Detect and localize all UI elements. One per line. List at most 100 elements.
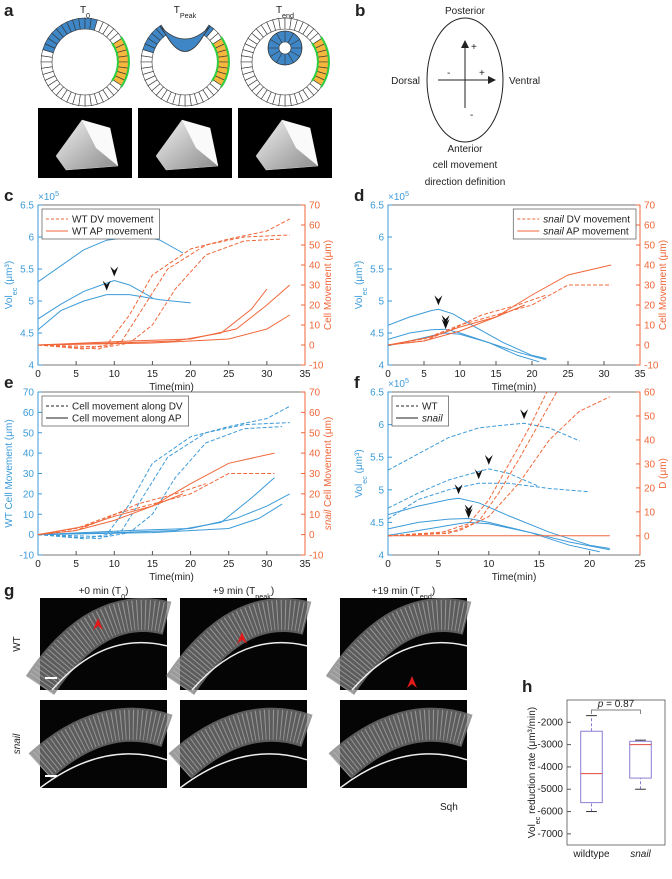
y-tick-label: 6.5: [370, 201, 384, 212]
cell: [240, 61, 253, 69]
y2-tick-label: 40: [309, 449, 321, 460]
line: [38, 473, 275, 536]
line: [38, 477, 275, 536]
text-part: 0: [86, 11, 90, 20]
y-tick-label: -6000: [537, 807, 563, 818]
y2-tick-label: 20: [309, 301, 321, 312]
text-part: peak: [255, 592, 271, 601]
y-tick-label: -2000: [537, 717, 563, 728]
text-part: DV movement: [564, 215, 630, 226]
line: [38, 234, 290, 350]
line: [388, 517, 610, 551]
x-tick-label: 10: [109, 369, 121, 380]
y2-axis-label: Cell Movement (μm): [323, 240, 334, 330]
x-tick-label: 10: [109, 559, 121, 570]
y2-tick-label: 30: [644, 459, 656, 470]
y-tick-label: 5.5: [20, 265, 34, 276]
peak-arrow: [484, 454, 493, 465]
tissue: [328, 707, 473, 779]
x-tick-label: 25: [223, 559, 235, 570]
y2-tick-label: 60: [309, 221, 321, 232]
direction-label: Dorsal: [391, 76, 420, 87]
text-part: +9 min (T: [213, 586, 256, 597]
y-tick-label: -10: [20, 551, 35, 562]
text-part: (μm³): [4, 261, 15, 288]
y2-tick-label: 40: [309, 261, 321, 272]
legend-label: WT AP movement: [72, 227, 152, 238]
plot-frame: [566, 699, 666, 846]
text-part: ec: [360, 287, 369, 295]
cell-edge: [270, 39, 280, 46]
x-tick-label: 25: [562, 369, 574, 380]
line: [388, 308, 547, 360]
legend-box: [512, 208, 637, 240]
x-tick-label: 0: [385, 369, 391, 380]
y-tick-label: 4: [378, 361, 384, 372]
y-tick-label: 4.5: [370, 329, 384, 340]
x-axis-label: Time(min): [492, 572, 537, 583]
text-part: Vol: [527, 824, 538, 838]
text-part: T: [174, 5, 180, 16]
panel-letter: d: [354, 186, 364, 205]
box: [629, 740, 652, 779]
y-tick-label: 5.5: [370, 453, 384, 464]
x-tick-label: 15: [147, 559, 159, 570]
y-tick-label: 5: [28, 297, 34, 308]
column-label: +19 min (Tend): [372, 586, 435, 601]
arrowhead: [461, 40, 469, 48]
apical-edge: [351, 641, 468, 691]
plot-area: [38, 218, 291, 350]
y-tick-label: 6.5: [20, 201, 34, 212]
text-part: 5: [405, 376, 409, 385]
sign: +: [479, 68, 485, 79]
peak-arrow: [464, 508, 473, 519]
y2-tick-label: 60: [309, 408, 321, 419]
apical-edge: [51, 641, 168, 691]
y2-tick-label: 30: [309, 469, 321, 480]
apical-edge: [39, 753, 168, 789]
y-axis-label: Volec (μm³): [354, 449, 369, 497]
peak-arrow: [434, 295, 443, 306]
x-axis-label: Time(min): [149, 572, 194, 583]
peak-arrow: [102, 280, 111, 291]
x-tick-label: 30: [261, 369, 273, 380]
line: [388, 497, 610, 549]
y-axis-label: Volec (μm³): [354, 261, 369, 309]
cell: [140, 61, 153, 69]
y-tick-label: 6: [378, 233, 384, 244]
y2-axis-label: Cell Movement (μm): [658, 240, 669, 330]
apical-edge: [339, 753, 468, 789]
time-label: Tend: [276, 5, 294, 20]
text-part: Peak: [180, 11, 197, 20]
x-tick-label: 10: [454, 369, 466, 380]
y2-tick-label: 50: [309, 428, 321, 439]
y2-axis-label: snail Cell Movement (μm): [323, 417, 334, 531]
red-arrowhead: [407, 676, 417, 688]
text-part: Vol: [354, 484, 365, 498]
cell-edge: [276, 33, 283, 43]
x-tick-label: 15: [490, 369, 502, 380]
text-part: ): [432, 586, 435, 597]
text-part: 0: [121, 592, 125, 601]
tissue: [28, 707, 173, 779]
y-tick-label: 4.5: [370, 518, 384, 529]
line: [38, 279, 153, 320]
direction-label: Ventral: [509, 76, 540, 87]
panel-letter: g: [4, 581, 14, 600]
text-part: p: [597, 699, 604, 710]
panel-letter: f: [354, 373, 360, 392]
line: [388, 294, 547, 346]
text-part: 5: [55, 189, 59, 198]
line: [388, 304, 525, 346]
y2-tick-label: 40: [644, 261, 656, 272]
line: [388, 392, 558, 537]
cell-edge: [287, 53, 294, 63]
legend-box: [41, 395, 189, 427]
x-tick-label: 35: [299, 369, 311, 380]
mesoderm-border: [211, 36, 230, 88]
p-value: p = 0.87: [597, 699, 635, 710]
axis-multiplier: ×105: [388, 376, 409, 391]
